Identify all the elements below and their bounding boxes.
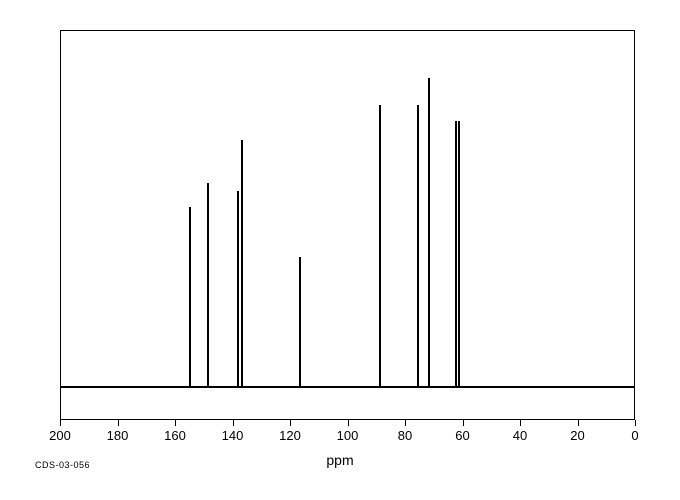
x-axis-label: ppm	[326, 452, 353, 468]
baseline	[61, 386, 634, 388]
x-tick	[463, 420, 464, 426]
peak	[379, 105, 381, 386]
x-tick	[635, 420, 636, 426]
peak	[299, 257, 301, 386]
footnote-label: CDS-03-056	[35, 460, 90, 470]
x-tick-label: 60	[455, 428, 469, 443]
x-tick-label: 180	[107, 428, 129, 443]
x-tick	[405, 420, 406, 426]
x-tick	[578, 420, 579, 426]
x-tick-label: 0	[631, 428, 638, 443]
x-tick-label: 80	[398, 428, 412, 443]
x-tick-label: 200	[49, 428, 71, 443]
x-tick-label: 120	[279, 428, 301, 443]
x-tick	[175, 420, 176, 426]
x-tick	[118, 420, 119, 426]
peak	[455, 121, 457, 386]
peak	[458, 121, 460, 386]
x-axis-ticks: 200180160140120100806040200	[60, 420, 635, 450]
peak	[189, 207, 191, 386]
x-tick	[290, 420, 291, 426]
peak	[207, 183, 209, 386]
x-tick-label: 100	[337, 428, 359, 443]
peak	[417, 105, 419, 386]
peak	[241, 140, 243, 386]
x-tick-label: 40	[513, 428, 527, 443]
x-tick-label: 20	[570, 428, 584, 443]
x-tick	[348, 420, 349, 426]
peak	[428, 78, 430, 386]
x-tick	[60, 420, 61, 426]
x-tick	[233, 420, 234, 426]
x-tick-label: 160	[164, 428, 186, 443]
x-tick-label: 140	[222, 428, 244, 443]
nmr-spectrum-plot	[60, 30, 635, 420]
peak	[237, 191, 239, 386]
x-tick	[520, 420, 521, 426]
